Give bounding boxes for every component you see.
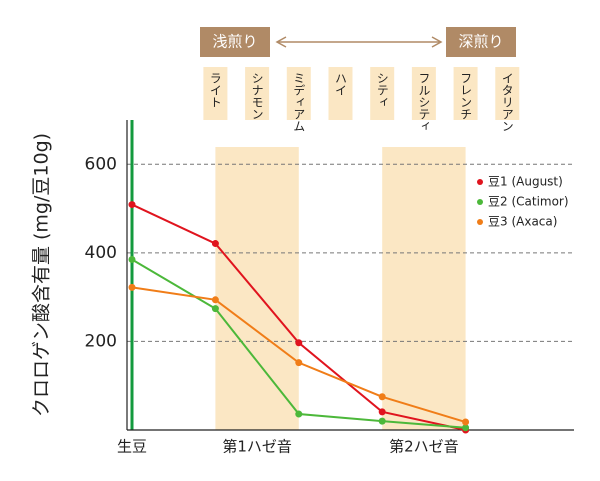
legend-marker: [477, 219, 483, 225]
roast-level-label: ミディアム: [292, 72, 306, 132]
y-tick-label: 600: [85, 154, 117, 174]
legend-label: 豆2 (Catimor): [488, 195, 569, 209]
legend-label: 豆3 (Axaca): [488, 215, 557, 229]
data-point: [128, 201, 136, 209]
data-point: [295, 410, 303, 418]
x-tick-label: 第1ハゼ音: [222, 438, 292, 456]
roast-level-box: [203, 67, 228, 120]
data-point: [462, 424, 470, 432]
data-point: [378, 393, 386, 401]
data-point: [295, 339, 303, 347]
roast-level-box: [370, 67, 395, 120]
x-tick-label: 生豆: [117, 438, 147, 456]
data-point: [211, 305, 219, 313]
roast-level-box: [411, 67, 436, 120]
arrow-heads: [275, 36, 443, 48]
y-tick-label: 200: [85, 331, 117, 351]
x-tick-label: 第2ハゼ音: [389, 438, 459, 456]
roast-level-label: ハイ: [333, 72, 347, 96]
roast-level-box: [495, 67, 520, 120]
roast-level-label: フルシティ: [417, 72, 431, 132]
roast-level-box: [286, 67, 311, 120]
highlight-band: [382, 147, 466, 430]
data-point: [211, 296, 219, 304]
y-tick-label: 400: [85, 243, 117, 263]
dark-box: [446, 27, 516, 57]
roast-level-label: シティ: [375, 72, 389, 108]
light-box: [200, 27, 270, 57]
data-point: [378, 417, 386, 425]
roast-level-label: ライト: [208, 72, 222, 108]
data-point: [295, 359, 303, 367]
roast-level-label: イタリアン: [500, 72, 514, 132]
legend-marker: [477, 179, 483, 185]
y-axis-label: クロロゲン酸含有量 (mg/豆10g): [31, 133, 53, 417]
data-point: [378, 408, 386, 416]
data-point: [128, 256, 136, 263]
data-point: [462, 418, 470, 426]
data-point: [128, 283, 136, 291]
dark-label: 深煎り: [458, 33, 503, 51]
roast-level-label: シナモン: [250, 72, 264, 120]
legend-label: 豆1 (August): [488, 175, 563, 189]
roast-level-box: [328, 67, 353, 120]
roast-level-box: [453, 67, 478, 120]
highlight-band: [215, 147, 299, 430]
data-point: [211, 240, 219, 248]
roast-level-label: フレンチ: [459, 72, 473, 120]
roast-level-box: [245, 67, 270, 120]
legend-marker: [477, 199, 483, 205]
light-label: 浅煎り: [212, 33, 257, 51]
